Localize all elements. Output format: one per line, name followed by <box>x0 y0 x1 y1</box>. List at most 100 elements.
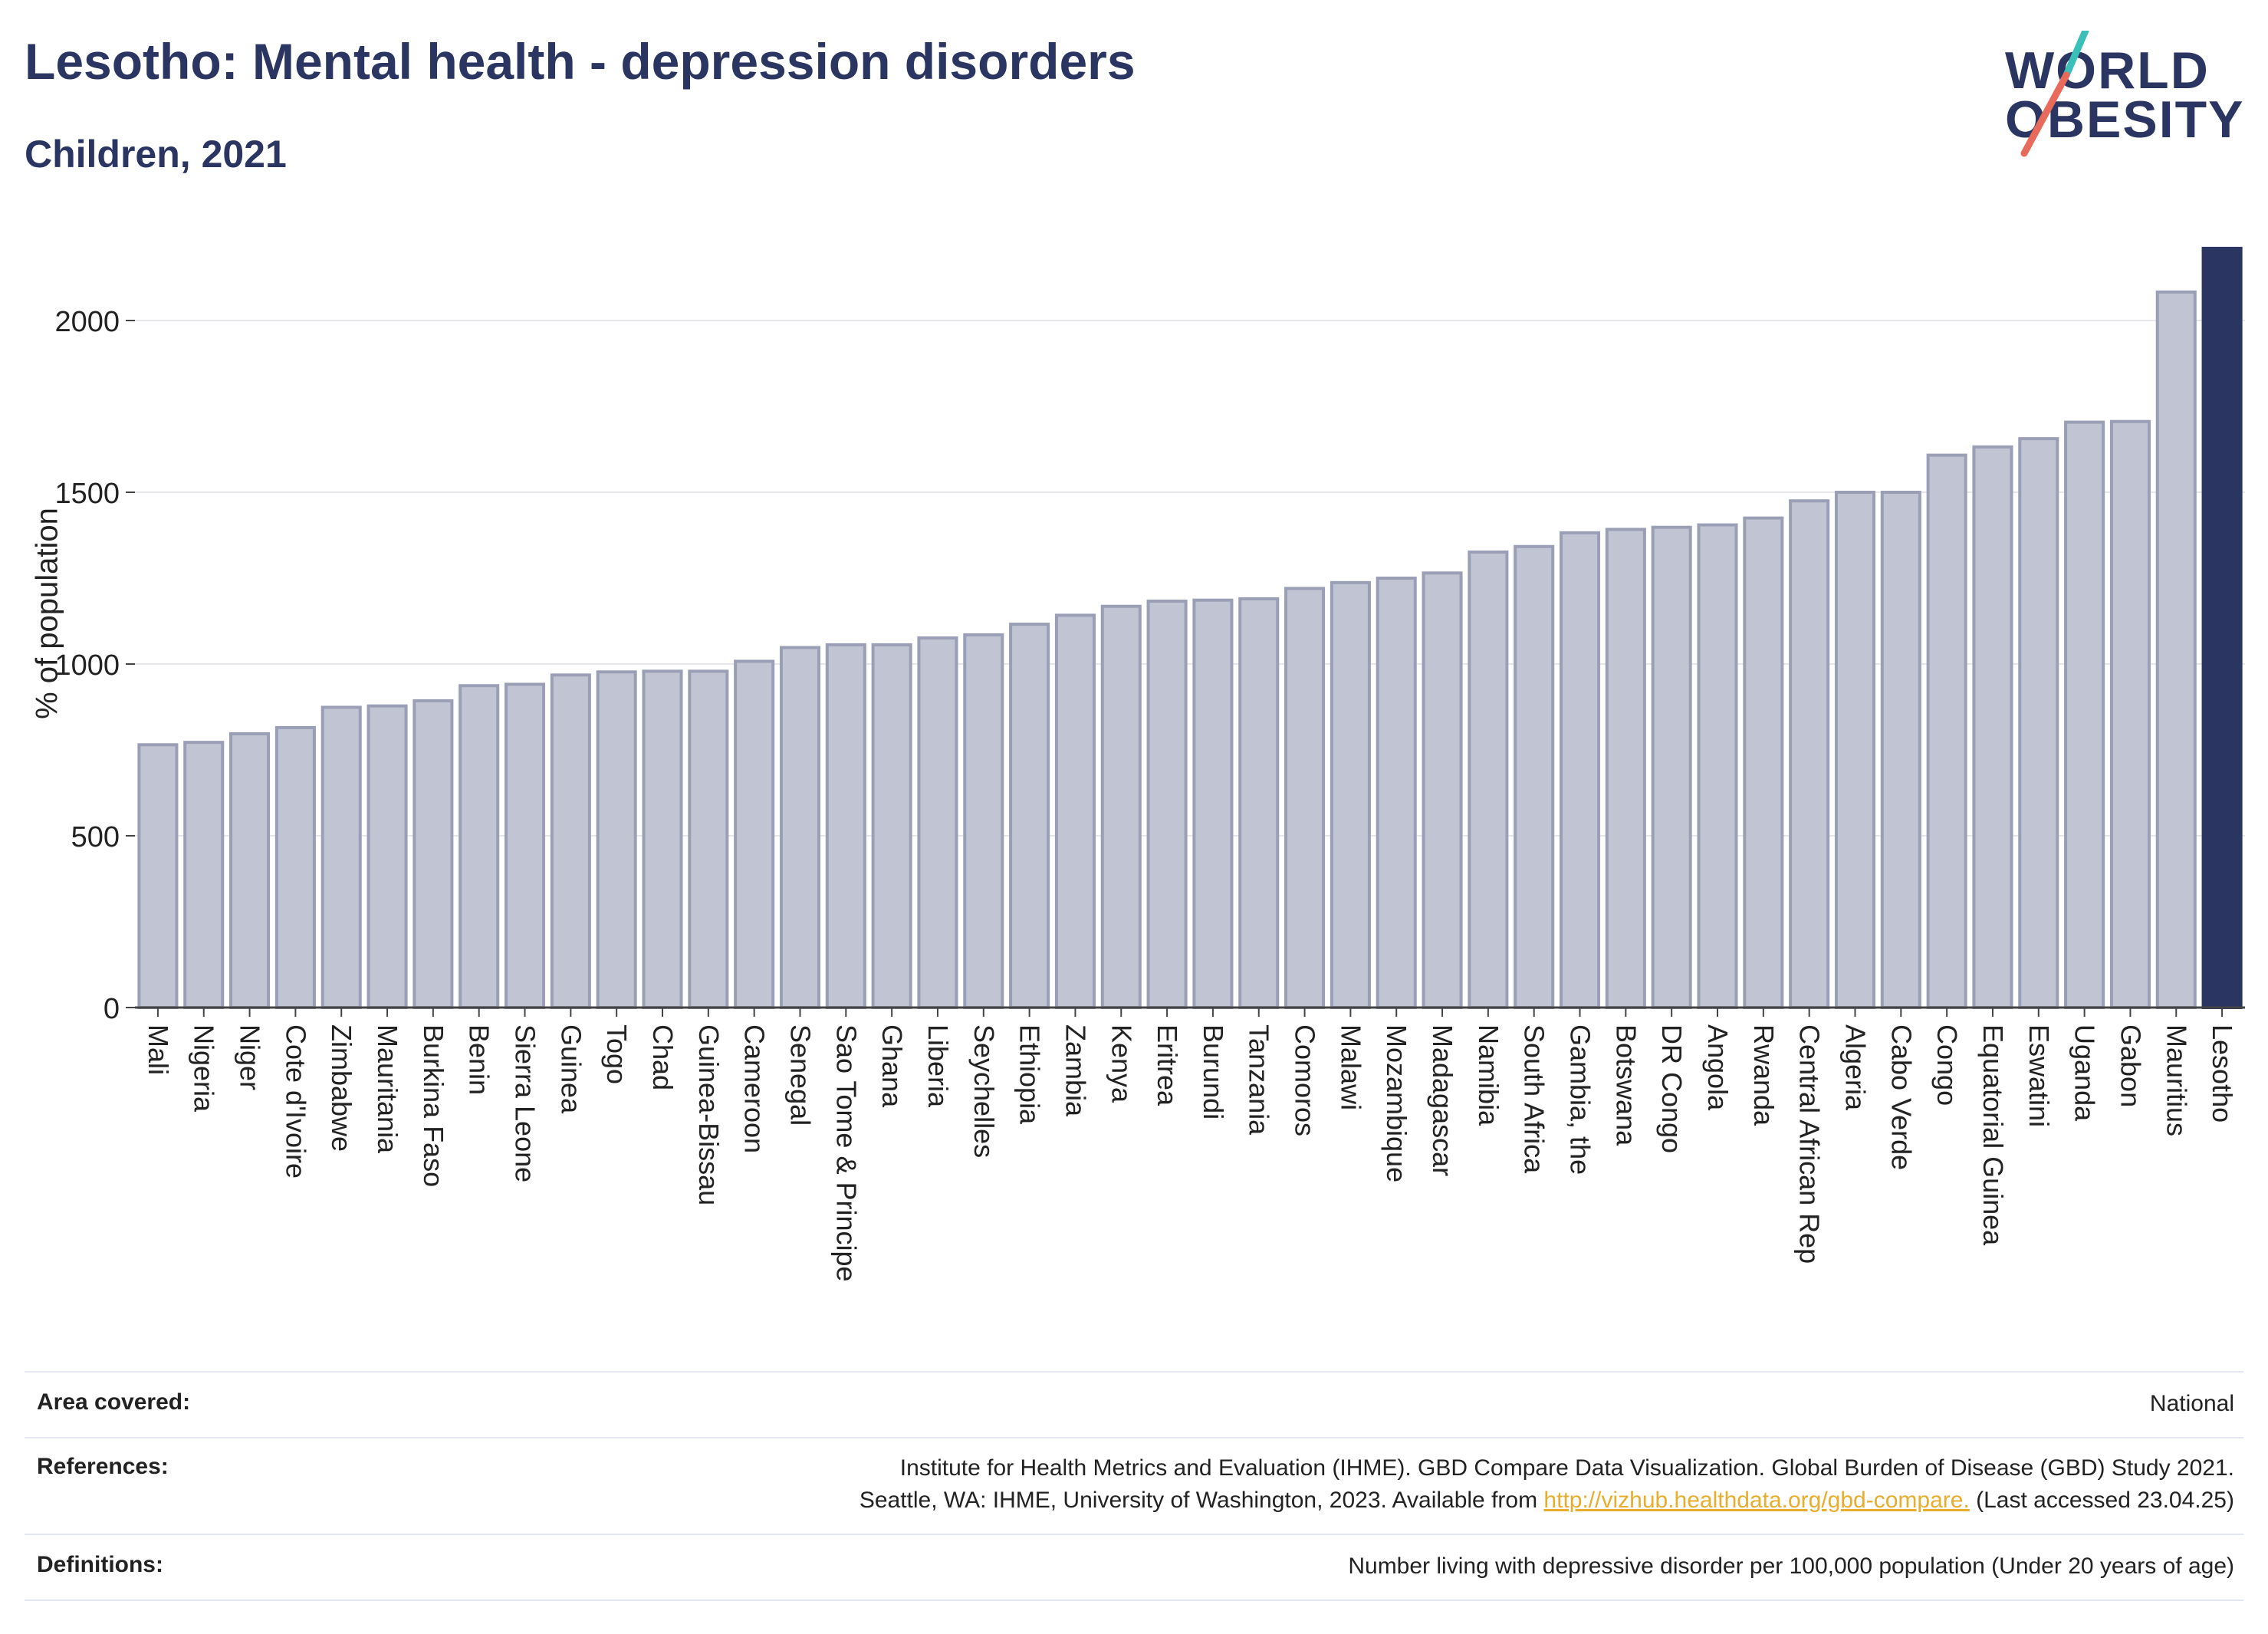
bar <box>1376 577 1417 1009</box>
bar <box>366 704 408 1009</box>
chart-subtitle: Children, 2021 <box>25 133 287 176</box>
x-tick-label: Kenya <box>1106 1024 1137 1103</box>
x-tick-label: Burundi <box>1198 1024 1229 1119</box>
bar <box>1284 587 1326 1009</box>
bar <box>963 633 1004 1009</box>
x-tick-label: Comoros <box>1290 1024 1321 1136</box>
bar <box>917 636 958 1010</box>
bar <box>2018 437 2059 1009</box>
bar <box>1559 531 1601 1009</box>
bars <box>137 246 2243 1010</box>
bar <box>2064 420 2105 1009</box>
x-tick-label: Equatorial Guinea <box>1977 1024 2009 1246</box>
bar <box>1330 580 1371 1009</box>
x-tick-label: Central African Rep <box>1794 1024 1826 1264</box>
bar <box>734 659 775 1010</box>
x-tick-label: Mauritania <box>372 1024 403 1154</box>
bar <box>1651 525 1692 1009</box>
x-tick-label: Nigeria <box>189 1024 220 1113</box>
x-tick-label: South Africa <box>1519 1024 1550 1174</box>
x-tick-label: Niger <box>235 1024 266 1090</box>
bar <box>504 682 546 1009</box>
x-tick-label: Guinea-Bissau <box>693 1024 725 1205</box>
bar <box>596 670 637 1010</box>
x-tick-label: Algeria <box>1839 1024 1871 1111</box>
bar-chart: 0 500 1000 1500 2000 Mali Nigeria Niger Cote d'… <box>54 246 2245 1282</box>
x-tick-label: Guinea <box>555 1024 587 1114</box>
x-tick-label: Mozambique <box>1381 1024 1412 1182</box>
bar <box>642 669 683 1010</box>
y-tick-label: 1500 <box>54 478 120 510</box>
references-line-2: Seattle, WA: IHME, University of Washing… <box>25 1484 2243 1517</box>
bar <box>413 699 454 1009</box>
x-tick-label: Senegal <box>784 1024 816 1126</box>
x-tick-label: Rwanda <box>1748 1024 1780 1126</box>
x-tick-label: Eswatini <box>2023 1024 2055 1127</box>
y-tick-label: 0 <box>104 993 120 1025</box>
x-tick-label: Seychelles <box>968 1024 1000 1158</box>
bar <box>229 732 271 1009</box>
x-tick-label: Ethiopia <box>1014 1024 1046 1125</box>
footer-table: Area covered: National References: Insti… <box>25 1371 2243 1601</box>
x-tick-label: Gabon <box>2115 1024 2146 1107</box>
x-tick-label: Togo <box>601 1024 633 1084</box>
bar <box>459 684 500 1009</box>
references-line-2-text: Seattle, WA: IHME, University of Washing… <box>859 1488 1544 1513</box>
references-link[interactable]: http://vizhub.healthdata.org/gbd-compare… <box>1543 1488 1970 1513</box>
bar <box>1054 613 1096 1009</box>
y-tick-label: 2000 <box>54 306 120 338</box>
chart-title: Lesotho: Mental health - depression diso… <box>25 33 1136 90</box>
x-tick-label: Liberia <box>922 1024 954 1108</box>
logo-line-1: WORLD <box>2005 41 2210 100</box>
x-tick-label: Burkina Faso <box>418 1024 449 1187</box>
x-tick-label: Gambia, the <box>1565 1024 1596 1175</box>
bar <box>1192 598 1234 1009</box>
bar <box>1834 491 1876 1009</box>
world-obesity-logo: WORLD OBESITY <box>1994 31 2247 169</box>
bar <box>320 705 362 1009</box>
bar <box>1926 453 1967 1009</box>
x-tick-label: Mauritius <box>2161 1024 2192 1136</box>
bar <box>1146 600 1188 1009</box>
bar <box>1009 623 1050 1009</box>
x-tick-label: Benin <box>464 1024 495 1095</box>
x-tick-label: Sao Tome & Principe <box>830 1024 862 1282</box>
bar <box>183 741 225 1009</box>
x-tick-label: Eritrea <box>1152 1024 1183 1106</box>
x-tick-label: Congo <box>1931 1024 1963 1106</box>
x-tick-label: Angola <box>1702 1024 1734 1111</box>
bar <box>1514 544 1555 1009</box>
bar <box>2155 290 2197 1010</box>
definitions-value: Number living with depressive disorder p… <box>1348 1553 2234 1579</box>
logo-slash-icon <box>2020 31 2089 157</box>
bar <box>825 643 866 1009</box>
x-tick-label: Cabo Verde <box>1885 1024 1917 1170</box>
footer-row-references: References: Institute for Health Metrics… <box>25 1437 2243 1534</box>
definitions-label: Definitions: <box>37 1552 163 1577</box>
footer-row-definitions: Definitions: Number living with depressi… <box>25 1534 2243 1601</box>
bar <box>1100 604 1142 1009</box>
x-tick-label: Botswana <box>1610 1024 1642 1146</box>
y-tick-label: 1000 <box>54 649 120 682</box>
footer-row-area: Area covered: National <box>25 1371 2243 1437</box>
x-tick-label: Chad <box>647 1024 679 1090</box>
x-tick-label: Lesotho <box>2207 1024 2238 1123</box>
area-value: National <box>2149 1391 2234 1416</box>
bar <box>274 725 316 1009</box>
x-tick-label: Uganda <box>2069 1024 2101 1122</box>
bar <box>550 673 591 1009</box>
x-tick-label: Malawi <box>1335 1024 1366 1110</box>
x-tick-label: Namibia <box>1473 1024 1504 1126</box>
bar <box>1972 445 2013 1009</box>
x-tick-label: DR Congo <box>1656 1024 1688 1153</box>
x-tick-label: Madagascar <box>1427 1024 1458 1176</box>
category-labels: Mali Nigeria Niger Cote d'Ivoire Zimbabwe Mau… <box>143 1024 2238 1282</box>
bar <box>688 669 729 1010</box>
references-line-1: Institute for Health Metrics and Evaluat… <box>899 1455 2234 1481</box>
bar <box>2201 246 2243 1010</box>
x-tick-label: Ghana <box>876 1024 908 1108</box>
x-tick-label: Zambia <box>1060 1024 1091 1117</box>
x-tick-label: Tanzania <box>1244 1024 1275 1136</box>
bar <box>1743 516 1784 1009</box>
bar <box>1422 571 1463 1009</box>
